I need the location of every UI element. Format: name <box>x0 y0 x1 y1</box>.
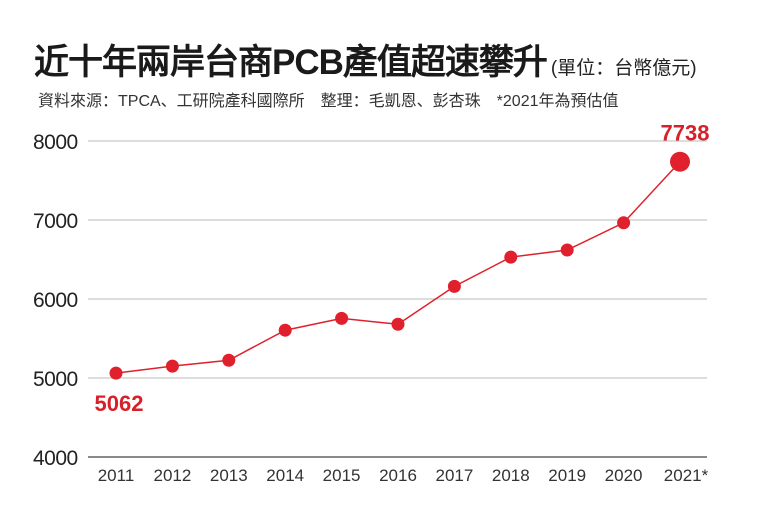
series-line <box>115 161 681 374</box>
data-label: 7738 <box>661 121 710 146</box>
x-tick-label: 2019 <box>548 466 586 485</box>
unit-label: (單位：台幣億元) <box>550 58 697 79</box>
data-point <box>278 323 292 337</box>
chart-title: 近十年兩岸台商PCB產值超速攀升 (單位：台幣億元) <box>34 34 697 85</box>
y-tick-label: 8000 <box>33 131 78 154</box>
x-tick-label: 2020 <box>605 466 643 485</box>
x-tick-label: 2015 <box>323 466 361 485</box>
x-tick-label: 2016 <box>379 466 417 485</box>
data-label: 5062 <box>95 391 144 416</box>
data-point <box>391 317 405 331</box>
x-tick-label: 2021* <box>664 466 709 485</box>
data-point <box>222 353 236 367</box>
data-point <box>617 216 631 230</box>
y-tick-label: 5000 <box>33 368 78 391</box>
y-tick-label: 4000 <box>33 447 78 470</box>
data-point <box>670 151 690 172</box>
data-point <box>504 250 518 264</box>
y-tick-label: 6000 <box>33 289 78 312</box>
chart-subtitle: 資料來源：TPCA、工研院產科國際所 整理：毛凱恩、彭杏珠 *2021年為預估值 <box>38 93 619 110</box>
data-point <box>109 366 123 380</box>
data-point <box>447 279 461 293</box>
x-tick-label: 2011 <box>98 466 135 485</box>
data-point <box>560 243 574 257</box>
data-point <box>335 311 349 325</box>
x-tick-label: 2012 <box>153 466 191 485</box>
x-tick-label: 2018 <box>492 466 530 485</box>
data-point <box>165 359 179 373</box>
x-tick-label: 2013 <box>210 466 248 485</box>
x-tick-label: 2017 <box>435 466 473 485</box>
y-tick-label: 7000 <box>33 210 78 233</box>
title-text: 近十年兩岸台商PCB產值超速攀升 <box>34 43 548 82</box>
x-tick-label: 2014 <box>266 466 304 485</box>
